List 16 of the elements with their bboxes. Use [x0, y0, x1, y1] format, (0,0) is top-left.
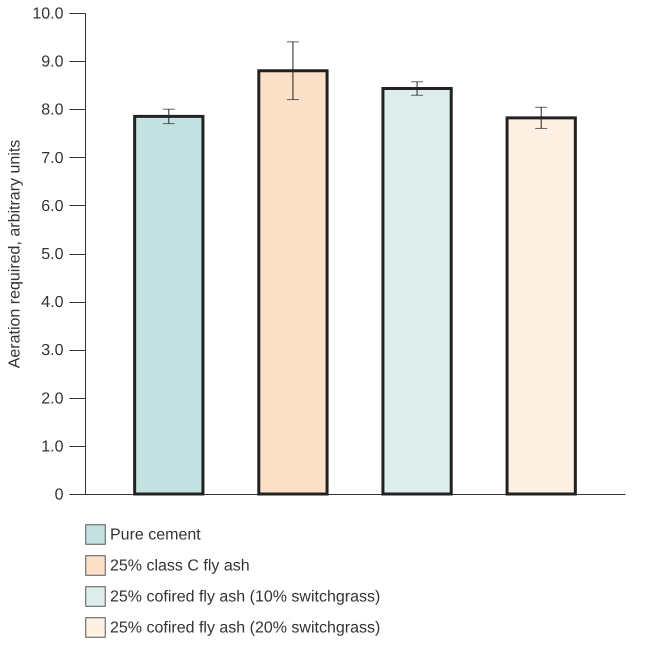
- y-tick-label: 6.0: [41, 198, 64, 215]
- legend-label: 25% class C fly ash: [110, 558, 250, 574]
- legend-label: Pure cement: [110, 526, 202, 544]
- y-tick-label: 10.0: [32, 6, 64, 22]
- y-tick-label: 0: [54, 486, 64, 504]
- y-tick-label: 7.0: [41, 150, 64, 167]
- y-tick-label: 9.0: [41, 54, 64, 71]
- y-tick-label: 2.0: [41, 390, 64, 408]
- legend-label: 25% cofired fly ash (10% switchgrass): [110, 588, 380, 606]
- y-axis-title: Aeration required, arbitrary units: [6, 140, 24, 368]
- y-tick-label: 3.0: [41, 342, 64, 360]
- y-tick-label: 1.0: [41, 438, 64, 456]
- y-tick-label: 5.0: [41, 246, 64, 263]
- legend-label: 25% cofired fly ash (20% switchgrass): [110, 620, 380, 636]
- y-tick-label: 4.0: [41, 294, 64, 312]
- y-tick-label: 8.0: [41, 102, 64, 119]
